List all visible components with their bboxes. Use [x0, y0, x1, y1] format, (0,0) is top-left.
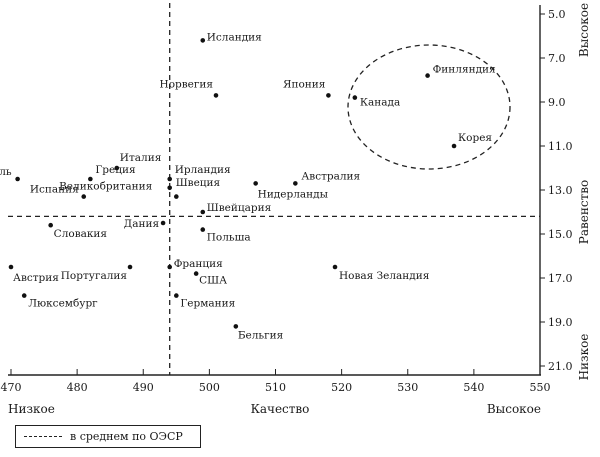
x-axis-label-high: Высокое	[487, 402, 541, 416]
legend-label: в среднем по ОЭСР	[70, 430, 183, 443]
point-label: Швейцария	[207, 202, 272, 214]
top-performers-ellipse	[347, 44, 511, 170]
point-label: Швеция	[176, 177, 221, 189]
point-label: США	[199, 275, 227, 287]
point-label: Япония	[283, 78, 326, 90]
data-point	[114, 165, 120, 171]
x-tick-label: 490	[133, 381, 154, 394]
point-label: Нидерланды	[258, 188, 328, 200]
data-point	[352, 95, 358, 100]
point-label: Австрия	[13, 272, 59, 284]
point-label: Израиль	[0, 166, 12, 178]
data-point	[425, 73, 430, 78]
data-point	[200, 209, 206, 215]
data-point	[213, 93, 219, 98]
data-point	[88, 176, 93, 182]
data-point	[233, 324, 239, 329]
data-point	[200, 227, 206, 232]
y-tick-label: 19.0	[548, 316, 573, 329]
x-tick-label: 500	[199, 381, 220, 394]
data-point	[332, 264, 338, 270]
data-point	[127, 264, 133, 270]
y-axis-label-high: Высокое	[577, 3, 591, 57]
data-point	[167, 264, 172, 270]
x-axis-title: Качество	[251, 402, 310, 416]
y-tick-label: 15.0	[548, 228, 573, 241]
legend-dashed-line-icon	[24, 436, 62, 437]
point-label: Австралия	[301, 170, 360, 182]
data-point	[81, 194, 87, 199]
point-label: Дания	[124, 218, 160, 230]
point-label: Корея	[458, 132, 492, 144]
point-label: Словакия	[54, 228, 108, 240]
point-label: Ирландия	[175, 164, 231, 176]
point-label: Португалия	[61, 270, 128, 282]
data-point	[193, 271, 199, 276]
data-point	[167, 185, 172, 191]
x-tick-label: 550	[530, 381, 551, 394]
x-tick-label: 530	[397, 381, 418, 394]
point-label: Великобритания	[59, 181, 153, 193]
point-label: Канада	[360, 97, 400, 109]
legend: в среднем по ОЭСР	[15, 425, 201, 448]
point-label: Франция	[174, 258, 223, 270]
y-tick-label: 11.0	[548, 140, 573, 153]
point-label: Бельгия	[238, 329, 284, 341]
point-label: Люксембург	[28, 298, 98, 310]
point-label: Исландия	[207, 31, 262, 43]
y-tick-label: 7.0	[548, 52, 566, 65]
data-point	[174, 293, 179, 298]
x-axis-label-low: Низкое	[8, 402, 55, 416]
y-tick-label: 21.0	[548, 360, 573, 373]
data-point	[451, 143, 457, 149]
data-point	[15, 176, 20, 182]
x-tick-label: 510	[265, 381, 286, 394]
data-point	[253, 181, 258, 186]
data-point	[174, 194, 179, 199]
point-label: Норвегия	[160, 78, 214, 90]
x-tick-label: 520	[331, 381, 352, 394]
y-tick-label: 5.0	[548, 8, 566, 21]
data-point	[293, 181, 298, 186]
y-axis-label-low: Низкое	[577, 334, 591, 381]
data-point	[200, 38, 206, 43]
point-label: Новая Зеландия	[339, 270, 430, 282]
data-point	[326, 93, 331, 98]
point-label: Греция	[95, 164, 136, 176]
x-tick-label: 480	[67, 381, 88, 394]
data-point	[21, 293, 27, 298]
data-point	[8, 264, 14, 270]
y-tick-label: 13.0	[548, 184, 573, 197]
point-label: Италия	[120, 152, 162, 164]
data-point	[167, 176, 172, 182]
data-point	[48, 222, 53, 228]
y-tick-label: 17.0	[548, 272, 573, 285]
point-label: Польша	[207, 232, 251, 244]
y-axis-title: Равенство	[577, 180, 591, 244]
point-label: Испания	[30, 184, 79, 196]
y-tick-label: 9.0	[548, 96, 566, 109]
x-tick-label: 470	[1, 381, 22, 394]
x-tick-label: 540	[463, 381, 484, 394]
data-point	[160, 220, 166, 226]
point-label: Германия	[180, 298, 235, 310]
point-label: Финляндия	[433, 64, 496, 76]
